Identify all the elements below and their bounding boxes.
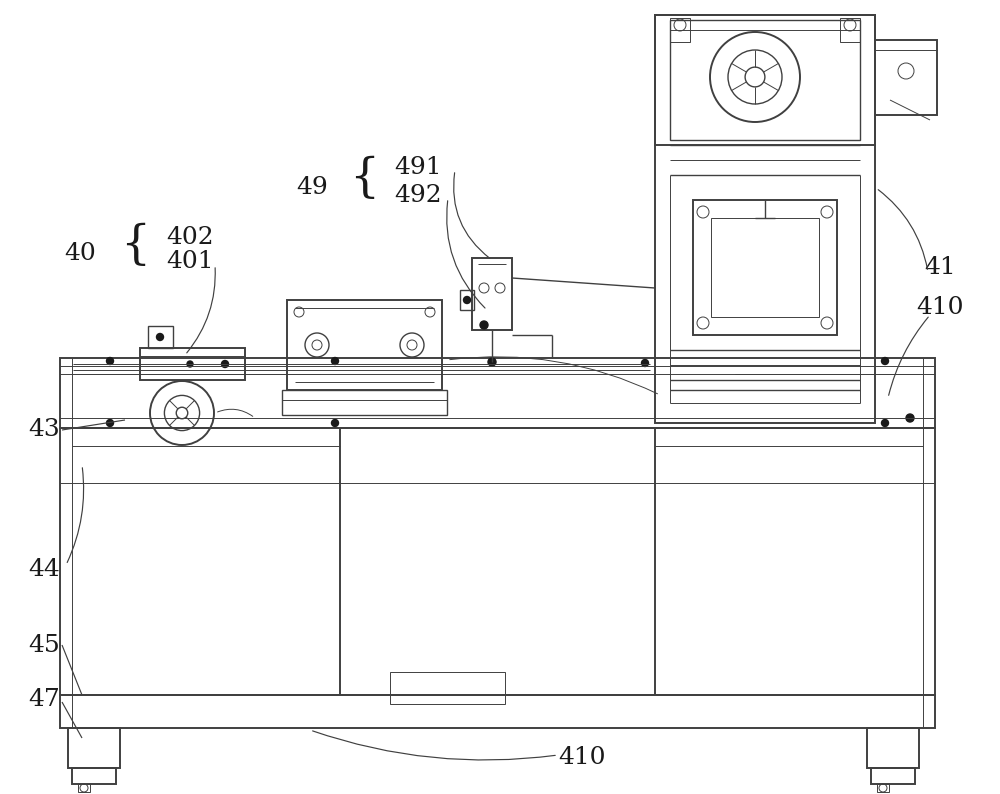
Circle shape (156, 333, 164, 341)
Circle shape (464, 296, 471, 303)
Bar (287, 300, 442, 390)
Bar (60, 358, 935, 428)
Text: 491: 491 (394, 156, 442, 179)
Bar (390, 672, 505, 704)
Bar (840, 18, 860, 42)
Bar (60, 695, 935, 728)
Bar (875, 40, 937, 115)
Circle shape (332, 419, 338, 426)
Bar (670, 18, 690, 42)
Bar (148, 326, 173, 348)
Text: {: { (349, 156, 379, 201)
Bar (693, 200, 837, 335)
Bar (282, 390, 447, 415)
Text: 43: 43 (28, 418, 60, 441)
Circle shape (222, 360, 228, 368)
Bar (670, 20, 860, 140)
Bar (68, 728, 120, 768)
Bar (472, 258, 512, 330)
Circle shape (106, 419, 114, 426)
Text: 401: 401 (166, 250, 214, 273)
Text: 492: 492 (394, 184, 442, 207)
Text: 410: 410 (558, 746, 606, 769)
Text: 44: 44 (28, 558, 60, 581)
Bar (655, 15, 875, 423)
Bar (655, 15, 875, 145)
Text: 41: 41 (924, 256, 956, 279)
Circle shape (882, 357, 889, 364)
Bar (867, 728, 919, 768)
Circle shape (488, 358, 496, 366)
Circle shape (106, 357, 114, 364)
Bar (877, 784, 889, 792)
Circle shape (480, 321, 488, 329)
Text: 402: 402 (166, 225, 214, 249)
Circle shape (642, 360, 648, 367)
Bar (72, 768, 116, 784)
Bar (460, 290, 474, 310)
Text: 47: 47 (28, 688, 60, 711)
Text: 49: 49 (296, 176, 328, 199)
Bar (711, 218, 819, 317)
Bar (140, 348, 245, 380)
Circle shape (882, 419, 889, 426)
Circle shape (187, 361, 193, 367)
Text: 410: 410 (916, 296, 964, 319)
Bar (78, 784, 90, 792)
Bar (60, 428, 935, 695)
Bar (871, 768, 915, 784)
Text: 40: 40 (64, 241, 96, 264)
Circle shape (906, 414, 914, 422)
Circle shape (332, 357, 338, 364)
Text: {: { (120, 222, 150, 268)
Text: 45: 45 (28, 634, 60, 657)
